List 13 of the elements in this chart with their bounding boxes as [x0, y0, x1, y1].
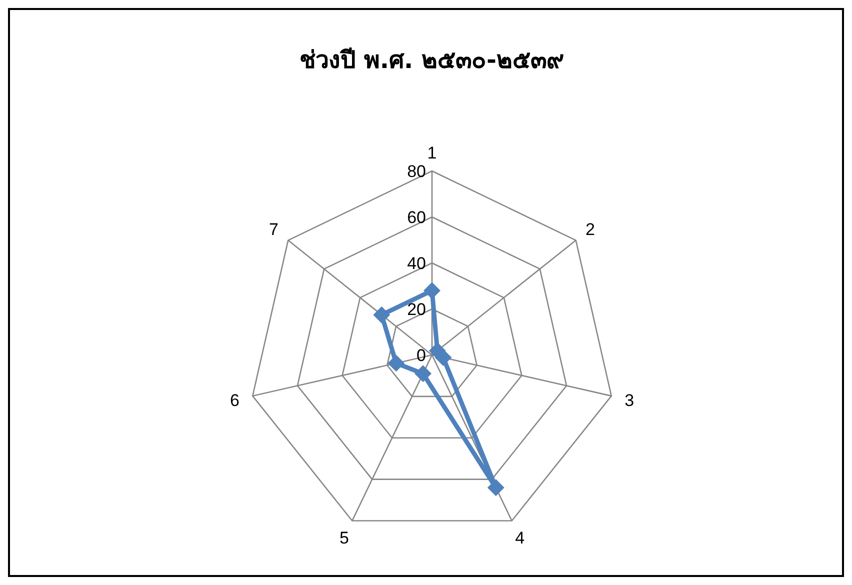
- spoke-label: 6: [230, 390, 240, 410]
- spoke-label: 3: [624, 390, 634, 410]
- y-tick-label: 0: [416, 346, 426, 365]
- spoke-label: 1: [427, 144, 437, 163]
- chart-title: ช่วงปี พ.ศ. ๒๕๓๐-๒๕๓๙: [300, 46, 564, 74]
- spoke-label: 2: [586, 220, 595, 239]
- y-tick-label: 20: [407, 300, 426, 319]
- spoke-label: 4: [515, 528, 525, 548]
- y-tick-label: 40: [407, 254, 426, 273]
- y-tick-label: 80: [407, 162, 426, 181]
- y-tick-label: 60: [407, 208, 426, 227]
- spoke-label: 7: [269, 220, 278, 239]
- spoke-label: 5: [339, 528, 349, 548]
